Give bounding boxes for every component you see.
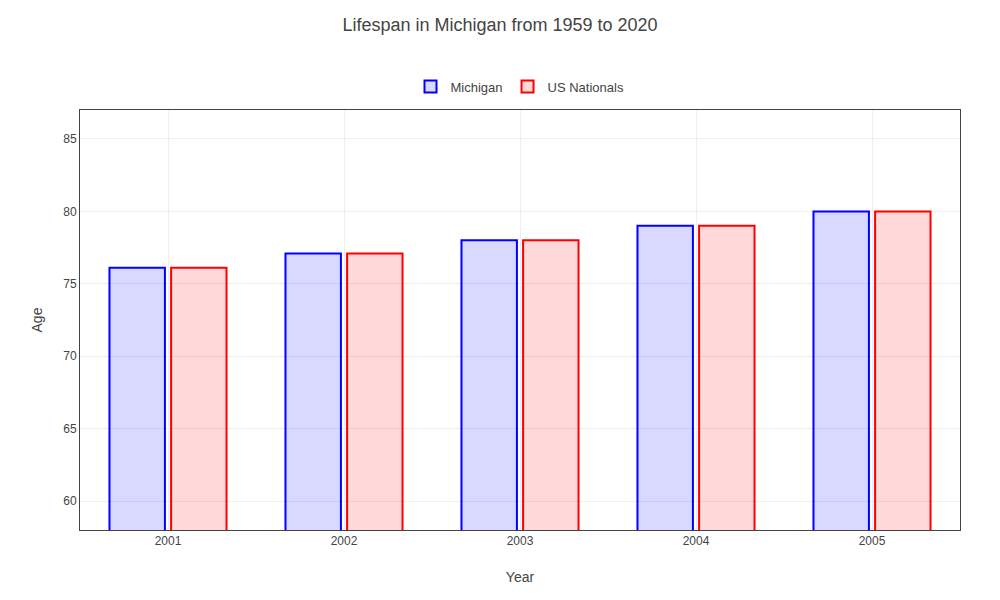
svg-text:Year: Year: [506, 569, 535, 585]
svg-text:2002: 2002: [331, 534, 358, 548]
svg-text:75: 75: [63, 277, 77, 291]
svg-text:60: 60: [63, 494, 77, 508]
svg-text:65: 65: [63, 422, 77, 436]
svg-text:US Nationals: US Nationals: [548, 80, 624, 95]
svg-text:Michigan: Michigan: [451, 80, 503, 95]
svg-text:2004: 2004: [683, 534, 710, 548]
svg-text:Lifespan in Michigan from 1959: Lifespan in Michigan from 1959 to 2020: [342, 15, 657, 35]
svg-text:Age: Age: [29, 307, 45, 332]
svg-text:2003: 2003: [507, 534, 534, 548]
svg-text:70: 70: [63, 349, 77, 363]
svg-text:80: 80: [63, 205, 77, 219]
svg-text:2001: 2001: [155, 534, 182, 548]
svg-text:2005: 2005: [859, 534, 886, 548]
svg-text:85: 85: [63, 132, 77, 146]
